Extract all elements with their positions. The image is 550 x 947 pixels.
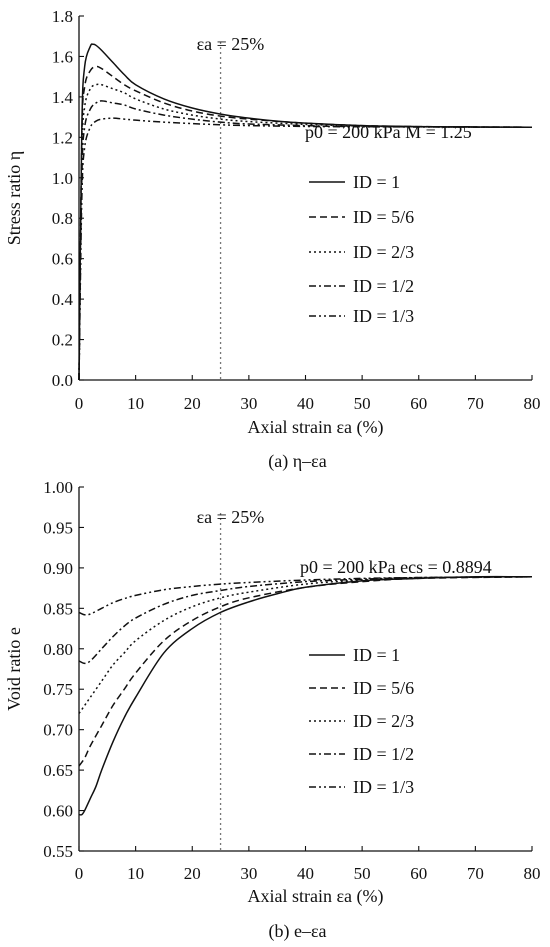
chart-a-y-tick-label: 0.8 [52, 209, 73, 228]
chart-b-y-axis-label: Void ratio e [4, 627, 24, 711]
chart-a-x-tick-label: 70 [467, 394, 484, 413]
chart-b-y-tick-label: 0.60 [43, 802, 73, 821]
chart-b-x-tick-label: 60 [410, 864, 427, 883]
chart-b-series-line-4 [78, 576, 533, 665]
chart-a-y-tick-label: 1.0 [52, 169, 73, 188]
chart-b-y-tick-label: 0.95 [43, 518, 73, 537]
chart-a-x-tick-label: 80 [524, 394, 541, 413]
chart-b-legend-label-5: ID = 1/3 [353, 777, 414, 797]
chart-a-y-tick-label: 0.0 [52, 371, 73, 390]
chart-a-series-line-3 [78, 83, 533, 381]
chart-b-x-tick-label: 70 [467, 864, 484, 883]
chart-b-x-tick-label: 80 [524, 864, 541, 883]
chart-a-y-tick-label: 1.4 [52, 88, 74, 107]
chart-a-x-tick-label: 60 [410, 394, 427, 413]
chart-a-y-tick-label: 1.8 [52, 7, 73, 26]
chart-a-legend-label-4: ID = 1/2 [353, 276, 414, 296]
chart-b-x-tick-label: 0 [75, 864, 84, 883]
chart-b-x-tick-label: 50 [354, 864, 371, 883]
chart-a-x-tick-label: 30 [240, 394, 257, 413]
chart-b-x-tick-label: 20 [184, 864, 201, 883]
chart-a-x-tick-label: 40 [297, 394, 314, 413]
chart-a-legend-label-3: ID = 2/3 [353, 242, 414, 262]
panel-a-stress-ratio-chart: 0.0 0.2 0.4 0.6 0.8 1.0 1.2 1.4 1.6 1.8 0 10 20 30 40 5… [4, 7, 541, 472]
chart-b-y-tick-label: 0.70 [43, 721, 73, 740]
chart-a-legend-label-2: ID = 5/6 [353, 207, 414, 227]
chart-a-y-tick-label: 1.6 [52, 47, 73, 66]
chart-a-y-axis-label: Stress ratio η [4, 151, 24, 245]
chart-b-legend-label-1: ID = 1 [353, 645, 400, 665]
chart-a-y-tick-label: 0.4 [52, 290, 74, 309]
chart-a-x-axis-label: Axial strain εa (%) [247, 417, 383, 438]
chart-b-reference-line-label: εa = 25% [197, 507, 265, 527]
chart-b-legend-label-4: ID = 1/2 [353, 744, 414, 764]
chart-b-series-line-1 [78, 575, 533, 816]
chart-a-y-tick-label: 0.2 [52, 331, 73, 350]
panel-b-void-ratio-chart: 0.55 0.60 0.65 0.70 0.75 0.80 0.85 0.90 0.95 1.00… [4, 478, 541, 942]
chart-b-x-tick-label: 10 [127, 864, 144, 883]
chart-a-x-tick-label: 0 [75, 394, 84, 413]
chart-b-annotation: p0 = 200 kPa ecs = 0.8894 [300, 557, 492, 577]
chart-a-panel-caption: (a) η–εa [268, 451, 326, 472]
chart-a-series-line-2 [78, 65, 533, 381]
chart-a-x-tick-label: 10 [127, 394, 144, 413]
chart-b-y-tick-label: 0.90 [43, 559, 73, 578]
chart-b-x-tick-label: 30 [240, 864, 257, 883]
chart-b-panel-caption: (b) e–εa [268, 921, 326, 942]
chart-b-y-tick-label: 0.65 [43, 761, 73, 780]
chart-b-x-axis-label: Axial strain εa (%) [247, 886, 383, 907]
chart-b-series-line-5 [78, 576, 533, 616]
chart-b-series-line-2 [78, 576, 533, 767]
chart-a-reference-line-label: εa = 25% [197, 34, 265, 54]
chart-a-series-line-4 [78, 100, 533, 381]
chart-b-x-tick-label: 40 [297, 864, 314, 883]
chart-a-x-tick-label: 20 [184, 394, 201, 413]
chart-b-y-tick-label: 1.00 [43, 478, 73, 497]
chart-b-y-tick-label: 0.85 [43, 599, 73, 618]
chart-b-y-tick-label: 0.80 [43, 640, 73, 659]
chart-b-series-line-3 [78, 576, 533, 714]
chart-a-x-tick-label: 50 [354, 394, 371, 413]
chart-a-y-tick-label: 1.2 [52, 128, 73, 147]
chart-a-series-line-1 [78, 43, 533, 381]
chart-a-legend-label-5: ID = 1/3 [353, 306, 414, 326]
chart-b-y-tick-label: 0.55 [43, 842, 73, 861]
chart-b-legend-label-2: ID = 5/6 [353, 678, 414, 698]
chart-b-legend-label-3: ID = 2/3 [353, 711, 414, 731]
chart-a-y-tick-label: 0.6 [52, 250, 73, 269]
chart-b-y-tick-label: 0.75 [43, 680, 73, 699]
chart-a-legend-label-1: ID = 1 [353, 172, 400, 192]
chart-a-series-line-5 [78, 117, 533, 381]
